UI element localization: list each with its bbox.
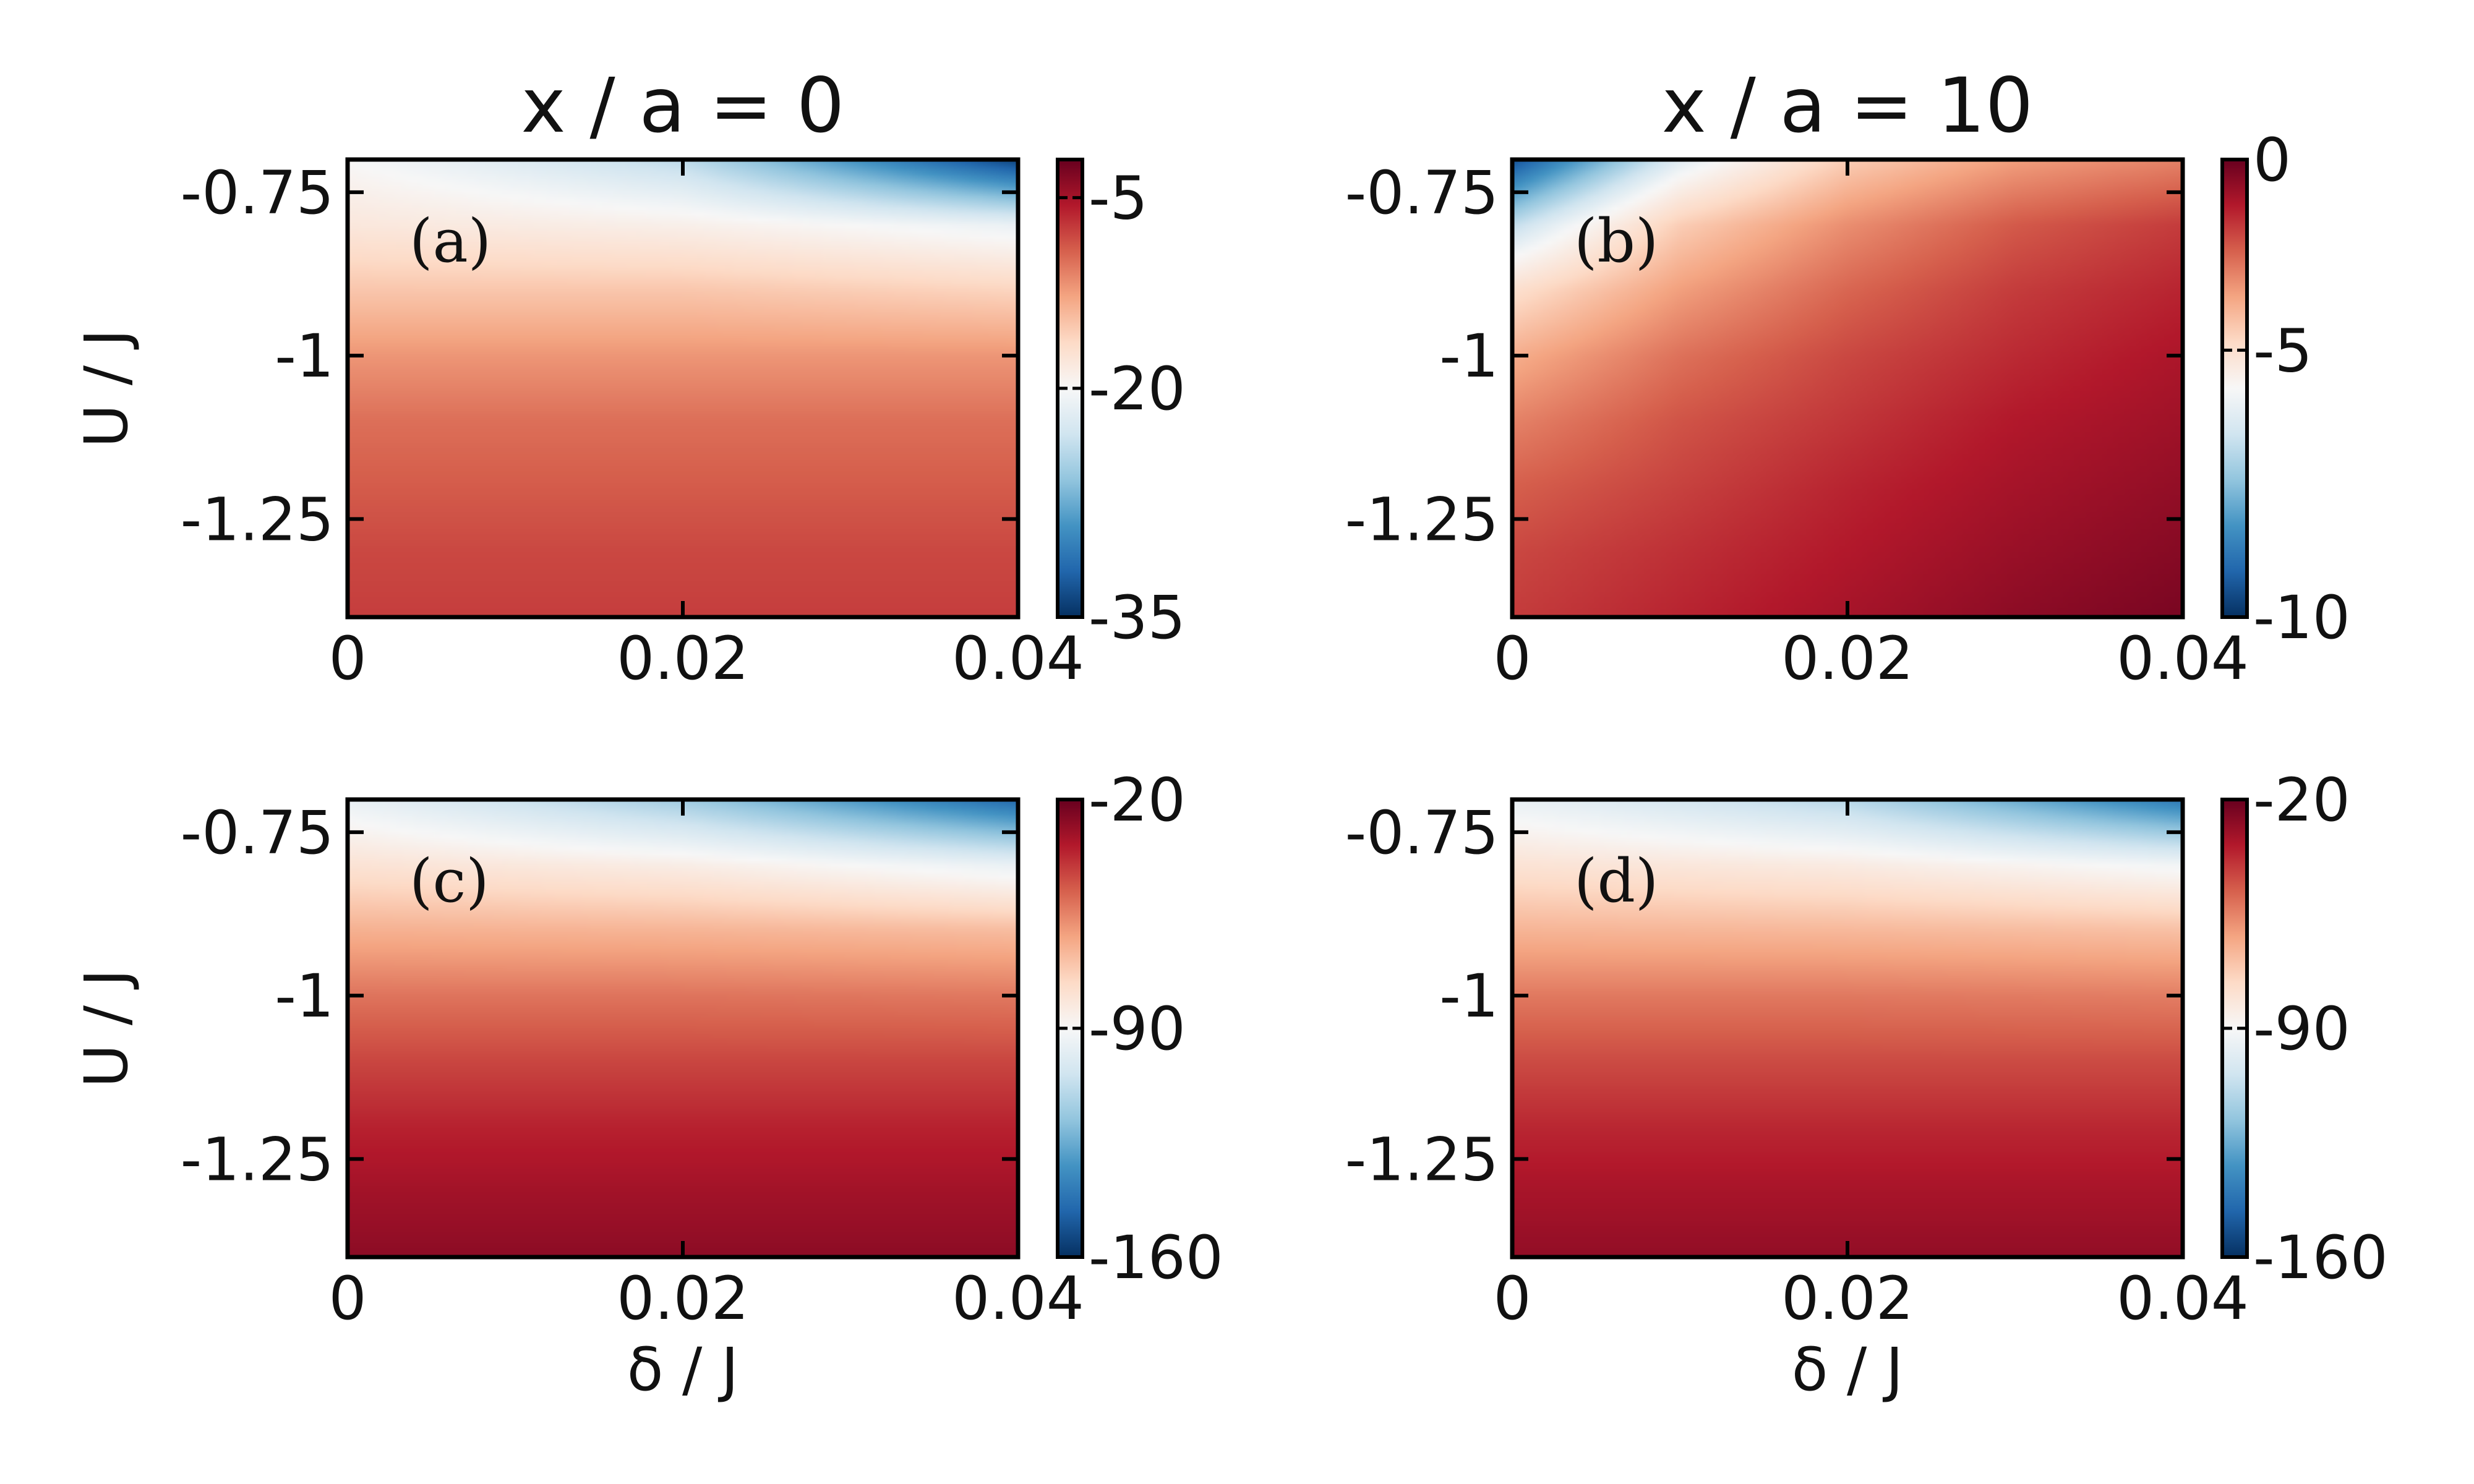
x-tick-label: 0.02: [1781, 1264, 1914, 1333]
y-axis-label: U / J: [72, 329, 141, 448]
column-title: x / a = 0: [521, 62, 844, 150]
panel-letter: (a): [409, 207, 491, 276]
colorbar-tick-label: -20: [2253, 765, 2350, 835]
x-tick-label: 0: [328, 1264, 366, 1333]
x-tick-label: 0.04: [952, 624, 1084, 693]
column-title: x / a = 10: [1662, 62, 2034, 150]
y-tick-label: -0.75: [1345, 798, 1499, 868]
y-tick-label: -0.75: [181, 158, 334, 228]
panel-letter: (d): [1574, 846, 1658, 916]
colorbar-tick-label: -5: [2253, 316, 2313, 385]
colorbar-tick-label: -160: [2253, 1223, 2388, 1292]
colorbar-tick-label: -10: [2253, 583, 2350, 652]
colorbar-tick-label: 0: [2253, 126, 2291, 195]
y-tick-label: -1.25: [1345, 485, 1499, 554]
x-axis-label: δ / J: [1792, 1335, 1903, 1404]
colorbar-tick-label: -5: [1089, 164, 1148, 233]
y-tick-label: -0.75: [181, 798, 334, 868]
heatmap-image: [1512, 800, 2183, 1257]
y-axis-label: U / J: [72, 969, 141, 1088]
panel-letter: (c): [409, 846, 489, 916]
colorbar-tick-label: -20: [1089, 765, 1186, 835]
x-tick-label: 0.04: [2117, 1264, 2249, 1333]
x-tick-label: 0: [1493, 1264, 1531, 1333]
panel-letter: (b): [1574, 207, 1658, 276]
colorbar: [2220, 158, 2249, 619]
y-tick-label: -1: [275, 322, 334, 391]
y-tick-label: -1: [275, 962, 334, 1031]
x-tick-label: 0: [328, 624, 366, 693]
y-tick-label: -1: [1439, 962, 1499, 1031]
heatmap-panel-3: 0 0.02 0.04 -0.75 -1 -1.25 (c) δ / J U / J -20 -90…: [72, 765, 1223, 1404]
y-tick-label: -1.25: [1345, 1125, 1499, 1194]
heatmap-panel-1: 0 0.02 0.04 -0.75 -1 -1.25 (a) x / a = 0 U / J -5…: [72, 62, 1186, 693]
x-tick-label: 0.02: [617, 1264, 749, 1333]
x-tick-label: 0.04: [2117, 624, 2249, 693]
colorbar-tick-label: -20: [1089, 354, 1186, 424]
x-tick-label: 0.04: [952, 1264, 1084, 1333]
heatmap-panel-4: 0 0.02 0.04 -0.75 -1 -1.25 (d) δ / J -20 -90 -160: [1345, 765, 2388, 1404]
x-tick-label: 0: [1493, 624, 1531, 693]
x-tick-label: 0.02: [617, 624, 749, 693]
colorbar-tick-label: -90: [2253, 994, 2350, 1064]
heatmap-panel-2: 0 0.02 0.04 -0.75 -1 -1.25 (b)x / a = 10 0 -5 -10: [1345, 62, 2350, 693]
colorbar-tick-label: -35: [1089, 583, 1186, 652]
y-tick-label: -1.25: [181, 1125, 334, 1194]
y-tick-label: -1: [1439, 322, 1499, 391]
heatmap-image: [1512, 160, 2183, 617]
heatmap-image: [348, 160, 1018, 617]
colorbar-tick-label: -90: [1089, 994, 1186, 1064]
y-tick-label: -1.25: [181, 485, 334, 554]
heatmap-image: [348, 800, 1018, 1257]
x-tick-label: 0.02: [1781, 624, 1914, 693]
x-axis-label: δ / J: [627, 1335, 738, 1404]
colorbar-tick-label: -160: [1089, 1223, 1223, 1292]
y-tick-label: -0.75: [1345, 158, 1499, 228]
